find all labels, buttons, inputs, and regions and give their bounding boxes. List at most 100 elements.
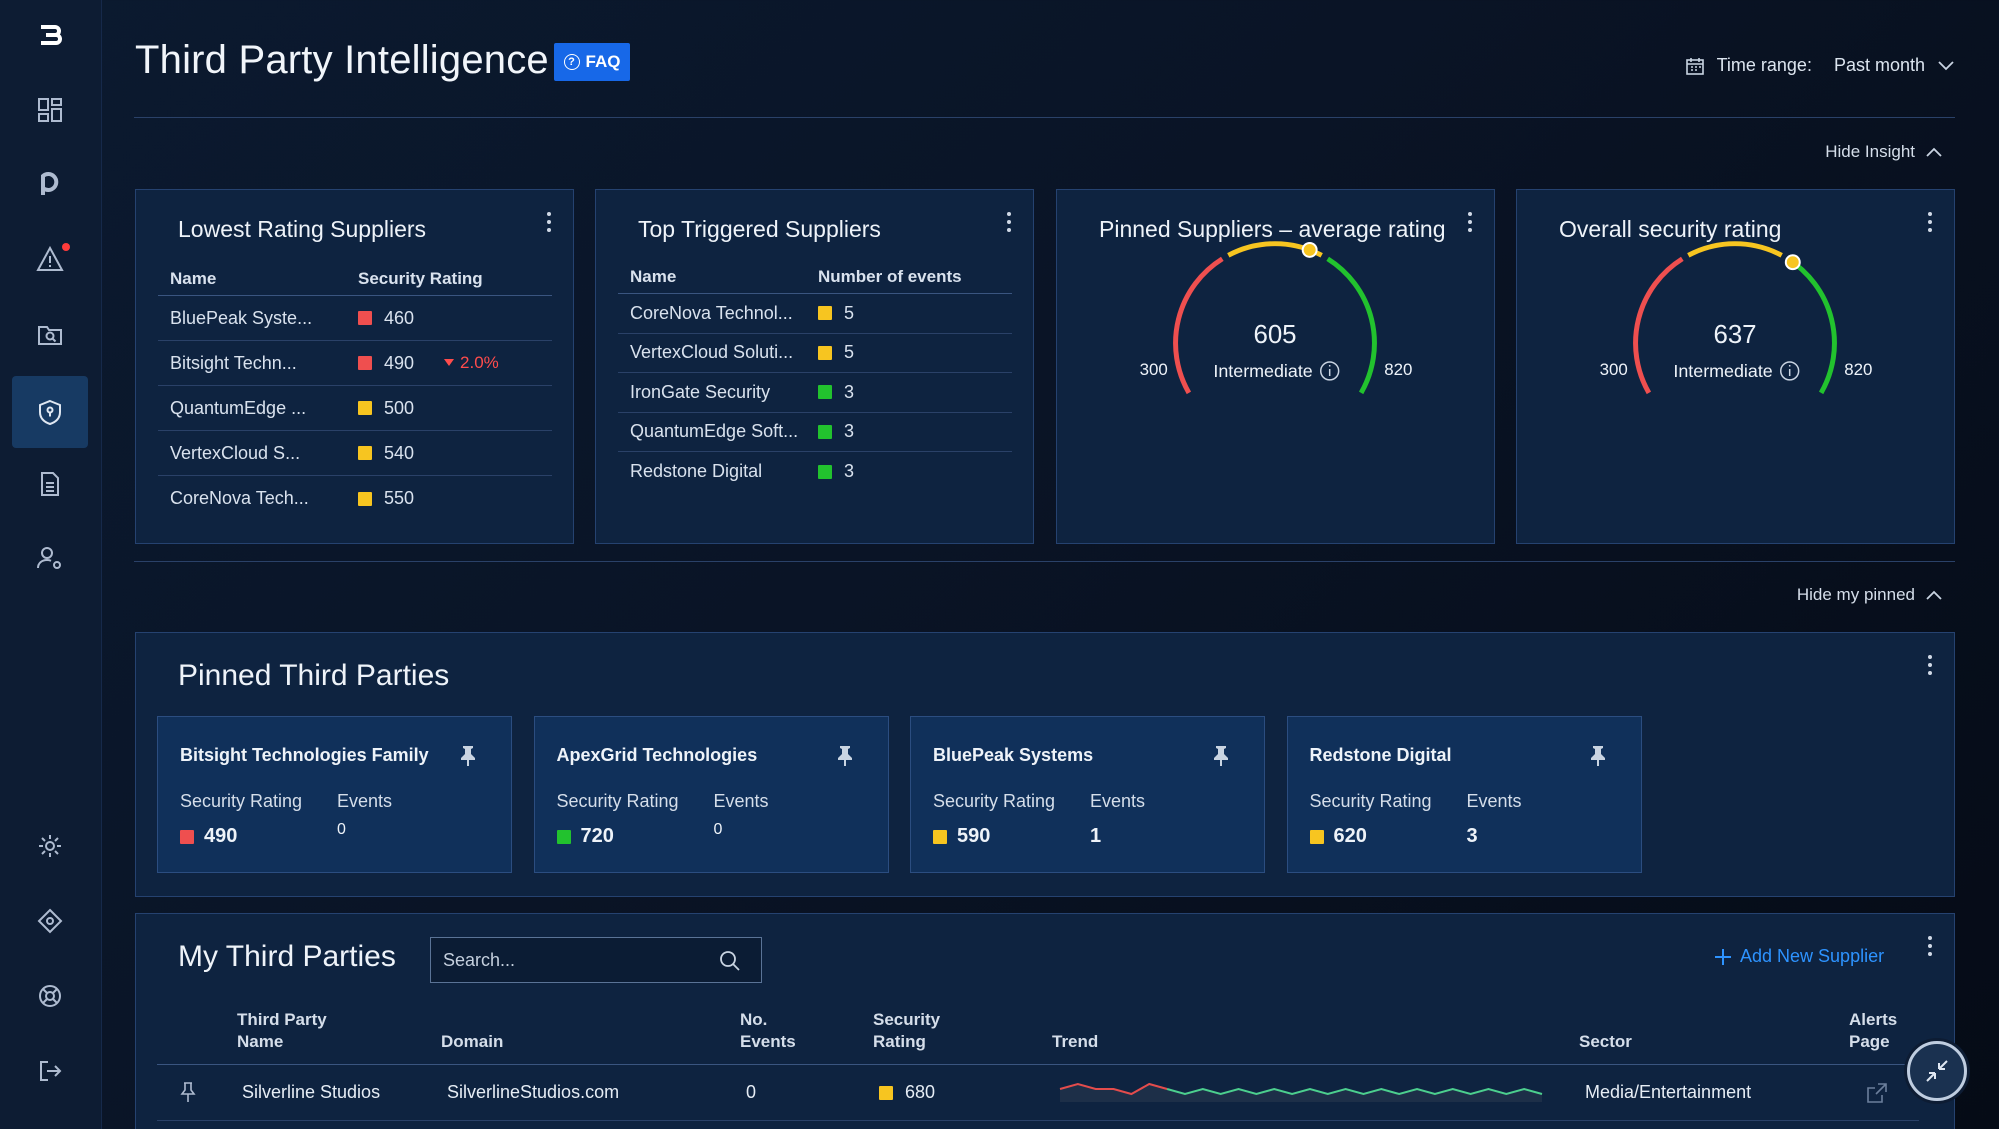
table-row[interactable]: VertexCloud Soluti... 5 (618, 334, 1012, 373)
rating-value: 500 (384, 397, 415, 418)
col-trend[interactable]: Trend (1052, 1032, 1099, 1051)
sidebar (0, 0, 102, 1129)
table-row[interactable]: VertexCloud S... 540 (158, 431, 552, 476)
supplier-name: BluePeak Syste... (170, 307, 313, 328)
events-value: 3 (1466, 825, 1478, 847)
more-options-icon[interactable] (1928, 212, 1932, 232)
events-value: 1 (1090, 825, 1102, 847)
trend-area (1060, 1084, 1542, 1102)
rating-value: 490 (204, 825, 238, 847)
table-row[interactable]: CoreNova Tech... 550 (158, 476, 552, 521)
logo-icon[interactable] (12, 0, 88, 72)
pinned-party-card[interactable]: BluePeak Systems Security Rating Events 590… (910, 716, 1265, 873)
gauge-value: 637 (1713, 321, 1756, 349)
pinned-party-card[interactable]: ApexGrid Technologies Security Rating Even… (533, 716, 889, 873)
external-link-icon[interactable] (1866, 1082, 1888, 1104)
lowest-rating-card: Lowest Rating Suppliers Name Security Ra… (135, 189, 574, 544)
folder-search-icon[interactable] (12, 298, 88, 370)
table-row[interactable]: Redstone Digital 3 (618, 452, 1012, 492)
add-new-supplier-button[interactable]: Add New Supplier (1714, 946, 1884, 967)
lowest-rating-table: Name Security Rating BluePeak Syste... 46… (158, 262, 552, 521)
events-value: 3 (844, 461, 855, 482)
logout-icon[interactable] (12, 1035, 88, 1107)
user-settings-icon[interactable] (12, 522, 88, 594)
col-sector[interactable]: Sector (1579, 1032, 1632, 1051)
col-domain[interactable]: Domain (441, 1032, 504, 1051)
more-options-icon[interactable] (1928, 936, 1932, 956)
rating-delta: 2.0% (444, 353, 499, 373)
logo-icon-svg (41, 25, 62, 45)
table-row[interactable]: CoreNova Technol... 5 (618, 294, 1012, 334)
rating-color-square (556, 829, 571, 844)
search-field[interactable] (430, 937, 762, 983)
more-options-icon[interactable] (1468, 212, 1472, 232)
pinned-party-card[interactable]: Redstone Digital Security Rating Events 620… (1286, 716, 1642, 873)
card-title: Pinned Suppliers – average rating (1099, 216, 1446, 242)
rating-cell: 490 2.0% (358, 353, 499, 374)
calendar-icon (1685, 57, 1704, 75)
header-divider (134, 117, 1955, 118)
pin-icon[interactable] (836, 745, 854, 772)
rating-color-square (1309, 829, 1324, 844)
rating-value: 680 (905, 1082, 936, 1102)
table-row[interactable]: QuantumEdge ... 500 (158, 386, 552, 431)
table-row[interactable]: BluePeak Syste... 460 (158, 296, 552, 341)
row-name[interactable]: Silverline Studios (242, 1082, 381, 1102)
info-icon[interactable] (1319, 361, 1340, 381)
pinned-party-card[interactable]: Bitsight Technologies Family Security Rat… (157, 716, 512, 873)
rating-value: 460 (384, 307, 415, 328)
row-divider (157, 1120, 1919, 1121)
pin-icon[interactable] (459, 745, 477, 772)
rating-value-cell: 720 (556, 825, 614, 848)
events-value: 0 (713, 821, 723, 838)
p-brand-icon[interactable] (12, 148, 88, 220)
alert-triangle-icon[interactable] (12, 223, 88, 295)
overall-rating-card: Overall security rating 637 Intermediate 3… (1516, 189, 1955, 544)
section-title: Pinned Third Parties (178, 659, 450, 692)
chevron-down-icon (1938, 60, 1954, 70)
hide-pinned-toggle[interactable]: Hide my pinned (1797, 585, 1943, 605)
col-label: Rating (873, 1032, 926, 1051)
events-cell: 5 (818, 303, 854, 324)
integrations-icon[interactable] (12, 885, 88, 957)
rating-label: Security Rating (180, 791, 303, 811)
document-icon[interactable] (12, 448, 88, 520)
pin-outline-icon[interactable] (178, 1081, 198, 1103)
events-value: 5 (844, 302, 855, 323)
rating-value-cell: 490 (180, 825, 237, 848)
time-range-label: Time range: (1716, 55, 1812, 75)
gauge-label: Intermediate (1673, 361, 1772, 381)
shield-icon[interactable] (12, 376, 88, 448)
rating-label: Security Rating (1309, 791, 1432, 811)
dashboard-icon[interactable] (12, 74, 88, 146)
events-cell: 3 (818, 461, 854, 482)
pin-icon[interactable] (1589, 745, 1607, 772)
more-options-icon[interactable] (547, 212, 551, 232)
table-row[interactable]: QuantumEdge Soft... 3 (618, 413, 1012, 452)
hide-insight-toggle[interactable]: Hide Insight (1825, 142, 1943, 162)
section-divider (134, 561, 1955, 562)
col-name: Name (170, 268, 217, 288)
gauge-yellow-segment (1687, 241, 1783, 258)
more-options-icon[interactable] (1007, 212, 1011, 232)
events-color-square (818, 345, 832, 360)
pin-icon[interactable] (1212, 745, 1230, 772)
gear-icon[interactable] (12, 810, 88, 882)
time-range-selector[interactable]: Time range: Past month (1685, 55, 1955, 76)
table-row[interactable]: Bitsight Techn... 490 2.0% (158, 341, 552, 386)
search-icon[interactable] (719, 950, 741, 972)
supplier-name: QuantumEdge ... (170, 397, 307, 418)
question-icon: ? (563, 54, 580, 70)
more-options-icon[interactable] (1928, 655, 1932, 675)
search-input[interactable] (443, 948, 703, 972)
help-lifebuoy-icon[interactable] (12, 960, 88, 1032)
info-icon[interactable] (1779, 361, 1800, 381)
col-security-rating[interactable]: Security Rating (873, 1009, 940, 1053)
collapse-floating-button[interactable] (1907, 1041, 1967, 1101)
col-no-events[interactable]: No. Events (740, 1009, 796, 1053)
col-third-party-name[interactable]: Third Party Name (237, 1009, 327, 1053)
col-label: Name (237, 1032, 284, 1051)
faq-button[interactable]: ? FAQ (554, 43, 630, 81)
table-row[interactable]: IronGate Security 3 (618, 373, 1012, 413)
col-alerts-page[interactable]: Alerts Page (1849, 1009, 1897, 1053)
